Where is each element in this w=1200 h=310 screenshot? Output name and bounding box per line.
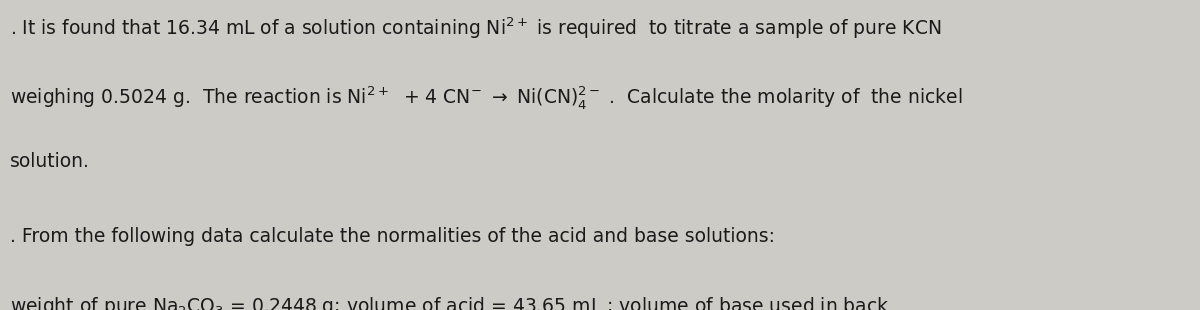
Text: weighing 0.5024 g.  The reaction is $\mathregular{Ni^{2+}}$  + 4 $\mathregular{C: weighing 0.5024 g. The reaction is $\mat… — [10, 84, 962, 111]
Text: . It is found that 16.34 mL of a solution containing $\mathregular{Ni^{2+}}$ is : . It is found that 16.34 mL of a solutio… — [10, 16, 941, 41]
Text: . From the following data calculate the normalities of the acid and base solutio: . From the following data calculate the … — [10, 227, 775, 246]
Text: solution.: solution. — [10, 152, 90, 171]
Text: weight of pure $\mathregular{Na_2CO_3}$ = 0.2448 g; volume of acid = 43.65 mL ; : weight of pure $\mathregular{Na_2CO_3}$ … — [10, 295, 889, 310]
